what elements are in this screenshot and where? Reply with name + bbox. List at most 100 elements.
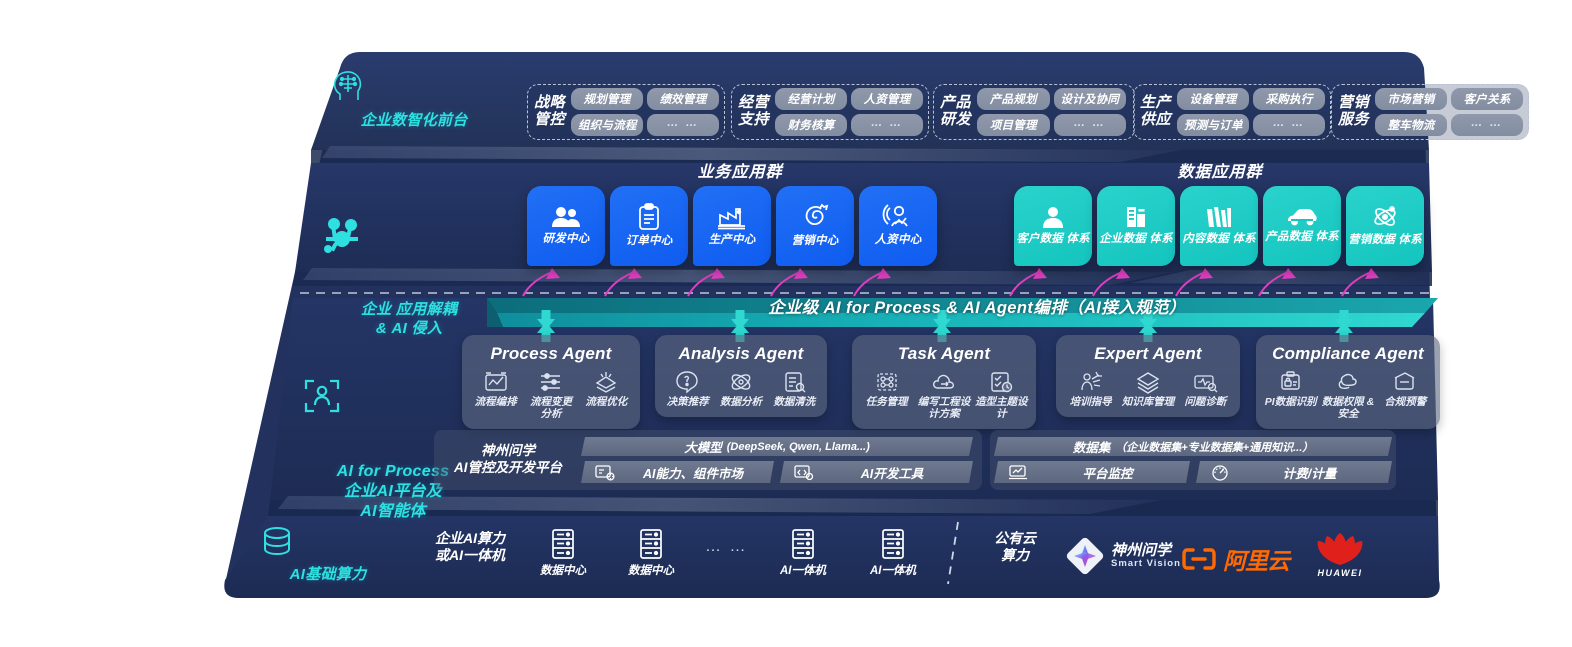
data-card-marketing[interactable]: 营销数据 体系 — [1346, 186, 1424, 266]
agent-card-analysis[interactable]: Analysis Agent 决策推荐 — [655, 335, 827, 417]
agent-item[interactable]: 流程变更分析 — [525, 370, 576, 421]
building-icon — [1124, 205, 1148, 229]
brain-head-icon — [328, 66, 500, 106]
domain-chip[interactable]: 客户关系 — [1451, 88, 1524, 110]
domain-chip-more[interactable]: … … — [647, 114, 720, 136]
infra-node-datacenter-1[interactable]: 数据中心 — [532, 528, 594, 579]
domain-chip-more[interactable]: … … — [1053, 114, 1127, 136]
domain-chip[interactable]: 产品规划 — [977, 88, 1050, 110]
data-card-product[interactable]: 产品数据 体系 — [1263, 186, 1341, 266]
rail-label-front-office: 企业数智化前台 — [328, 66, 500, 131]
domain-chip[interactable]: 设计及协同 — [1053, 88, 1127, 110]
agent-item-label: 问题诊断 — [1184, 396, 1227, 408]
agent-item-label: 决策推荐 — [666, 396, 709, 408]
domain-chip-more[interactable]: … … — [1451, 114, 1524, 136]
infra-public-cloud-label: 公有云 算力 — [975, 530, 1055, 564]
domain-chip[interactable]: 整车物流 — [1375, 114, 1448, 136]
agent-card-expert[interactable]: Expert Agent 培训指导 — [1056, 335, 1240, 417]
agent-card-process[interactable]: Process Agent 流程编排 — [462, 335, 640, 429]
platform-strip-right[interactable]: 数据集 （企业数据集+专业数据集+通用知识...） 平台监控 — [990, 430, 1396, 490]
agent-item[interactable]: 知识库管理 — [1121, 370, 1174, 409]
domain-chip-more[interactable]: … … — [1253, 114, 1326, 136]
domain-chip[interactable]: 预测与订单 — [1177, 114, 1250, 136]
infra-node-ai-appliance-1[interactable]: AI一体机 — [772, 528, 834, 579]
infra-node-ai-appliance-2[interactable]: AI一体机 — [862, 528, 924, 579]
agent-item-label: 知识库管理 — [1121, 396, 1175, 408]
agent-item-label: 编写工程设计方案 — [917, 396, 971, 420]
domain-title: 经营 支持 — [738, 94, 770, 128]
aliyun-mark-icon — [1182, 547, 1216, 571]
server-rack-icon — [549, 528, 577, 560]
logo-name: 阿里云 — [1223, 548, 1290, 574]
agent-item[interactable]: 数据清洗 — [770, 370, 819, 409]
platform-bar-subtitle: （企业数据集+专业数据集+通用知识...） — [1115, 441, 1314, 454]
domain-chip[interactable]: 市场营销 — [1375, 88, 1448, 110]
logo-smartvision[interactable]: 神州问学 Smart Vision — [1066, 537, 1181, 575]
domain-chip[interactable]: 人资管理 — [851, 88, 924, 110]
domain-chip[interactable]: 规划管理 — [571, 88, 644, 110]
domain-chip[interactable]: 组织与流程 — [571, 114, 644, 136]
agent-item-label: 流程编排 — [474, 396, 517, 408]
domain-chip[interactable]: 采购执行 — [1253, 88, 1326, 110]
agent-card-task[interactable]: Task Agent 任务管理 — [852, 335, 1036, 429]
app-card-marketing-center[interactable]: 营销中心 — [776, 186, 854, 266]
agent-item[interactable]: 造型主题设计 — [975, 370, 1028, 421]
target-icon — [801, 203, 829, 231]
monitor-icon — [1008, 464, 1028, 481]
domain-chip[interactable]: 财务核算 — [775, 114, 848, 136]
domain-chip[interactable]: 项目管理 — [977, 114, 1050, 136]
app-card-hr-center[interactable]: 人资中心 — [859, 186, 937, 266]
agent-item[interactable]: 数据分析 — [716, 370, 765, 409]
platform-bar-ai-market[interactable]: AI能力、组件市场 — [581, 461, 774, 483]
platform-bar-billing[interactable]: 计费/计量 — [1196, 461, 1392, 483]
layers-icon — [1135, 370, 1161, 394]
domain-chip[interactable]: 设备管理 — [1177, 88, 1250, 110]
agent-item[interactable]: PI数据识别 — [1264, 370, 1317, 409]
agent-item[interactable]: 数据权限 & 安全 — [1321, 370, 1374, 421]
domain-chip[interactable]: 绩效管理 — [647, 88, 720, 110]
data-card-customer[interactable]: 客户数据 体系 — [1014, 186, 1092, 266]
domain-group-product-rnd[interactable]: 产品 研发 产品规划 设计及协同 项目管理 … … — [933, 84, 1135, 140]
agent-item[interactable]: 决策推荐 — [663, 370, 712, 409]
speech-bulb-icon — [675, 370, 701, 394]
data-card-enterprise[interactable]: 企业数据 体系 — [1097, 186, 1175, 266]
app-card-production-center[interactable]: 生产中心 — [693, 186, 771, 266]
data-card-label: 客户数据 体系 — [1016, 233, 1090, 246]
data-card-content[interactable]: 内容数据 体系 — [1180, 186, 1258, 266]
platform-bar-models[interactable]: 大模型 (DeepSeek, Qwen, Llama...) — [581, 437, 973, 456]
agent-card-compliance[interactable]: Compliance Agent PI数据识别 — [1256, 335, 1440, 429]
domain-chip[interactable]: 经营计划 — [775, 88, 848, 110]
agent-item[interactable]: 问题诊断 — [1179, 370, 1232, 409]
app-card-order-center[interactable]: 订单中心 — [610, 186, 688, 266]
agent-item[interactable]: 编写工程设计方案 — [917, 370, 970, 421]
infra-node-datacenter-2[interactable]: 数据中心 — [620, 528, 682, 579]
platform-bar-monitoring[interactable]: 平台监控 — [994, 461, 1190, 483]
agent-item[interactable]: 流程编排 — [470, 370, 521, 409]
platform-bar-datasets[interactable]: 数据集 （企业数据集+专业数据集+通用知识...） — [994, 437, 1392, 456]
app-card-rnd-center[interactable]: 研发中心 — [527, 186, 605, 266]
domain-group-production-supply[interactable]: 生产 供应 设备管理 采购执行 预测与订单 … … — [1133, 84, 1331, 140]
logo-aliyun[interactable]: 阿里云 — [1182, 542, 1290, 576]
agent-item[interactable]: 流程优化 — [581, 370, 632, 409]
agent-item[interactable]: 培训指导 — [1064, 370, 1117, 409]
diagnose-icon — [1192, 370, 1218, 394]
agent-item[interactable]: 合规预警 — [1379, 370, 1432, 409]
inbox-alert-icon — [1392, 370, 1418, 394]
domain-group-strategy[interactable]: 战略 管控 规划管理 绩效管理 组织与流程 … … — [527, 84, 725, 140]
content-bars-icon — [1206, 205, 1232, 229]
shield-cloud-icon — [1335, 370, 1361, 394]
logo-huawei[interactable]: HUAWEI — [1315, 532, 1365, 578]
agent-title: Process Agent — [490, 344, 612, 363]
agent-item[interactable]: 任务管理 — [860, 370, 913, 409]
platform-bar-dev-tools[interactable]: AI开发工具 — [780, 461, 973, 483]
logo-name: 神州问学 — [1111, 542, 1172, 560]
domain-chip-more[interactable]: … … — [851, 114, 924, 136]
domain-group-operations[interactable]: 经营 支持 经营计划 人资管理 财务核算 … … — [731, 84, 929, 140]
rail-label-ai-for-process: AI for Process 企业AI平台及 AI智能体 — [300, 336, 486, 522]
platform-bar-subtitle: (DeepSeek, Qwen, Llama...) — [726, 440, 870, 453]
cloud-gear-icon — [931, 370, 957, 394]
domain-group-marketing-service[interactable]: 营销 服务 市场营销 客户关系 整车物流 … … — [1331, 84, 1529, 140]
flow-chart-icon — [483, 370, 509, 394]
platform-strip-left[interactable]: 神州问学 AI管控及开发平台 大模型 (DeepSeek, Qwen, Llam… — [434, 430, 982, 490]
rail-label-text: 企业 应用解耦 & AI 侵入 — [360, 301, 458, 337]
